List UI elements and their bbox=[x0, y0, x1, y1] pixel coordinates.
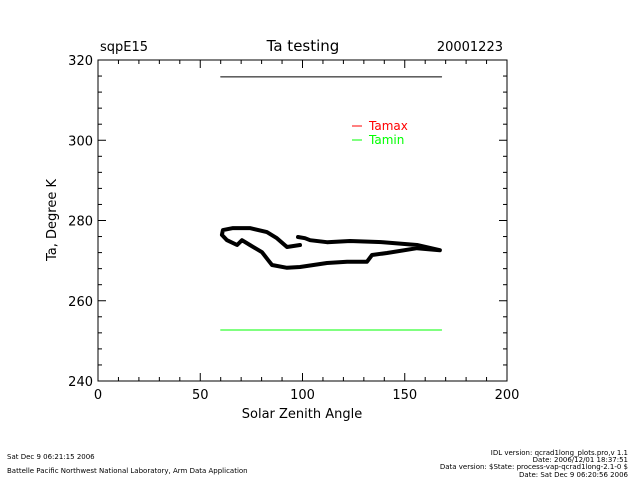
footer-timestamp: Sat Dec 9 06:21:15 2006 bbox=[7, 453, 95, 461]
plot-frame bbox=[97, 59, 508, 382]
footer-data-version: Data version: $State: process-vap-qcrad1… bbox=[439, 463, 628, 471]
x-tick-label: 50 bbox=[192, 388, 209, 403]
legend-label-tamax: Tamax bbox=[368, 119, 408, 133]
footer-idl-date: Date: 2006/12/01 18:37:51 bbox=[532, 456, 628, 464]
x-tick-label: 150 bbox=[392, 388, 417, 403]
y-tick-label: 300 bbox=[68, 134, 93, 149]
chart-title: Ta testing bbox=[266, 37, 340, 55]
x-tick-label: 200 bbox=[495, 388, 520, 403]
y-tick-label: 280 bbox=[68, 215, 93, 230]
y-tick-label: 320 bbox=[68, 54, 93, 69]
legend-label-tamin: Tamin bbox=[368, 133, 404, 147]
footer-data-date: Date: Sat Dec 9 06:20:56 2006 bbox=[519, 471, 628, 479]
y-axis-label: Ta, Degree K bbox=[45, 179, 60, 262]
legend: Tamax Tamin bbox=[352, 119, 408, 147]
site-label: sqpE15 bbox=[100, 40, 148, 55]
y-tick-label: 260 bbox=[68, 295, 93, 310]
y-tick-label: 240 bbox=[68, 375, 93, 390]
x-tick-label: 0 bbox=[94, 388, 102, 403]
footer-idl-version: IDL version: qcrad1long_plots.pro,v 1.1 bbox=[490, 449, 628, 457]
date-label: 20001223 bbox=[437, 40, 503, 55]
series-ta bbox=[219, 226, 442, 270]
x-tick-label: 100 bbox=[290, 388, 315, 403]
x-axis-label: Solar Zenith Angle bbox=[242, 407, 362, 422]
footer-credit: Battelle Pacific Northwest National Labo… bbox=[7, 467, 248, 475]
